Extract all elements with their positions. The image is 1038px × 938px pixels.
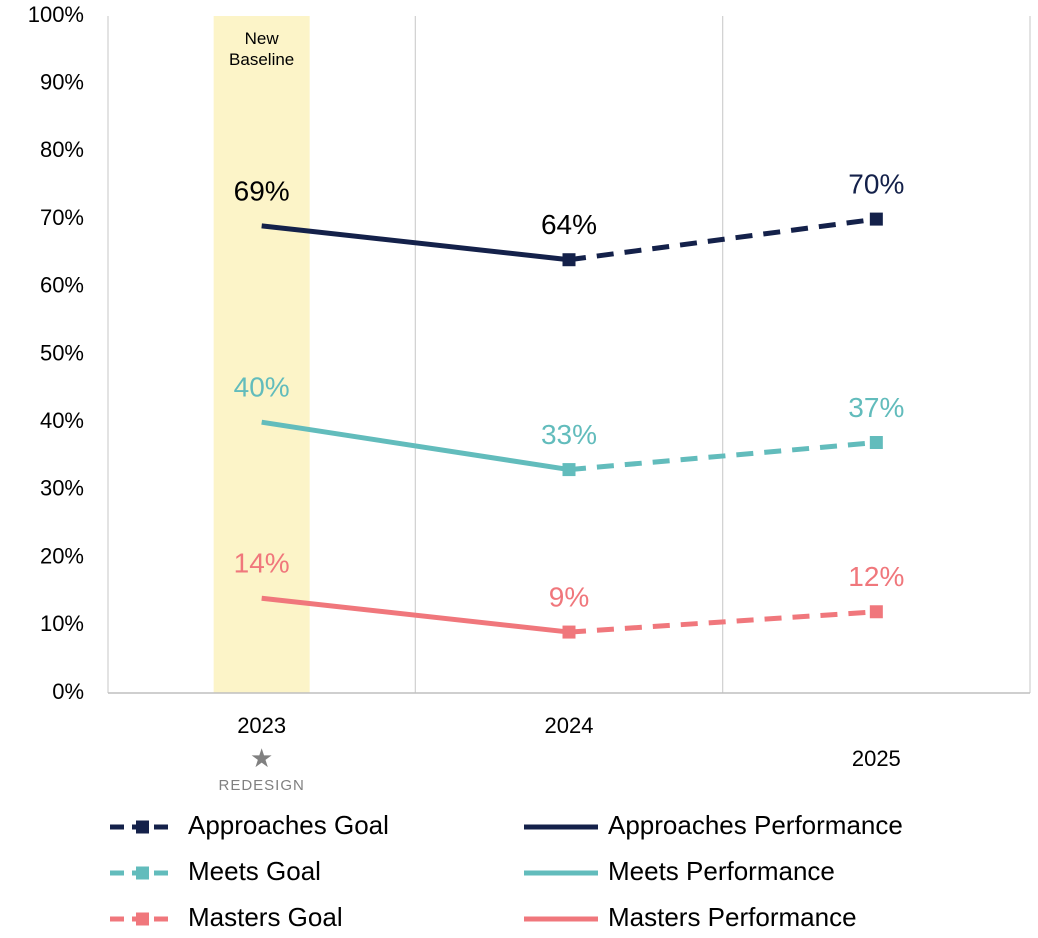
series-line (261, 419, 570, 473)
data-label: 37% (848, 392, 904, 423)
x-tick-label: 2023 (237, 713, 286, 738)
y-tick-label: 40% (40, 408, 84, 433)
legend-marker (136, 866, 149, 880)
data-label: 33% (541, 419, 597, 450)
legend-marker (136, 912, 149, 926)
series-line (568, 609, 877, 635)
legend-label: Masters Goal (188, 902, 343, 932)
x-tick-label: 2024 (545, 713, 594, 738)
y-tick-label: 30% (40, 476, 84, 501)
point-marker (869, 436, 883, 450)
point-marker (869, 605, 883, 619)
series-line (568, 216, 877, 263)
data-label: 69% (234, 175, 290, 206)
legend-marker (136, 820, 149, 834)
series-line (261, 595, 570, 635)
note-text: REDESIGN (218, 777, 304, 794)
y-tick-label: 100% (28, 2, 84, 27)
legend-label: Approaches Performance (608, 810, 903, 840)
y-tick-label: 10% (40, 611, 84, 636)
data-label: 40% (234, 372, 290, 403)
series-line (261, 223, 570, 263)
legend-label: Masters Performance (608, 902, 857, 932)
y-tick-label: 20% (40, 543, 84, 568)
note-symbol: ★ (250, 743, 273, 773)
data-label: 70% (848, 168, 904, 199)
y-tick-label: 0% (52, 679, 84, 704)
annotation: New Baseline (229, 29, 294, 69)
x-tick-label: 2025 (852, 746, 901, 771)
annotation-line: New (245, 29, 280, 48)
series-line (568, 440, 877, 473)
y-tick-label: 50% (40, 340, 84, 365)
y-tick-label: 80% (40, 137, 84, 162)
point-marker (869, 212, 883, 226)
data-label: 14% (234, 548, 290, 579)
legend-label: Meets Performance (608, 856, 835, 886)
data-label: 64% (541, 209, 597, 240)
y-tick-label: 70% (40, 205, 84, 230)
y-tick-label: 60% (40, 273, 84, 298)
legend-label: Meets Goal (188, 856, 321, 886)
highlight-band (213, 16, 310, 693)
data-label: 9% (549, 581, 589, 612)
annotation-line: Baseline (229, 50, 294, 69)
data-label: 12% (848, 561, 904, 592)
legend-label: Approaches Goal (188, 810, 389, 840)
y-tick-label: 90% (40, 70, 84, 95)
